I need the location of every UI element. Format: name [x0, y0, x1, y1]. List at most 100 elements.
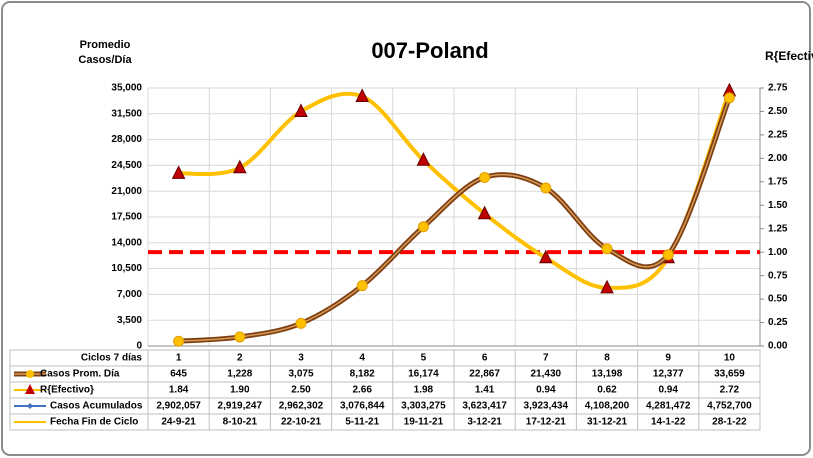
y-tick-label: 28,000 — [111, 134, 142, 145]
x-tick-label: 1 — [176, 353, 182, 364]
y-axis-label: Promedio — [80, 39, 131, 51]
table-value: 3,923,434 — [524, 401, 569, 412]
point — [356, 280, 368, 292]
table-value: 4,281,472 — [646, 401, 691, 412]
chart-title: 007-Poland — [371, 38, 488, 63]
legend-marker — [27, 403, 33, 409]
table-value: 21,430 — [531, 369, 562, 380]
table-value: 3,076,844 — [340, 401, 385, 412]
y-tick-label: 21,000 — [111, 186, 142, 197]
table-value: 2.50 — [291, 385, 311, 396]
y-tick-label: 35,000 — [111, 83, 142, 94]
series-line — [178, 90, 732, 290]
table-value: 4,108,200 — [585, 401, 630, 412]
table-value: 1.98 — [414, 385, 434, 396]
x-tick-label: 3 — [298, 353, 304, 364]
table-value: 24-9-21 — [161, 417, 196, 428]
point — [662, 249, 674, 261]
y-tick-label: 31,500 — [111, 108, 142, 119]
point — [479, 171, 491, 183]
y2-tick-label: 1.75 — [768, 176, 788, 187]
point — [417, 221, 429, 233]
table-value: 2.72 — [720, 385, 740, 396]
x-tick-label: 5 — [421, 353, 427, 364]
point — [171, 165, 186, 179]
table-value: 0.94 — [658, 385, 678, 396]
plot — [171, 82, 737, 347]
table-value: 4,752,700 — [707, 401, 752, 412]
y2-tick-label: 0.50 — [768, 294, 788, 305]
y-tick-label: 3,500 — [117, 315, 142, 326]
table-value: 1.41 — [475, 385, 495, 396]
point — [232, 159, 247, 174]
point — [477, 205, 492, 220]
y-tick-label: 10,500 — [111, 263, 142, 274]
y2-tick-label: 2.50 — [768, 106, 788, 117]
y-tick-label: 7,000 — [117, 289, 142, 300]
point — [540, 182, 552, 194]
table-value: 0.94 — [536, 385, 556, 396]
x-tick-label: 10 — [724, 353, 736, 364]
table-value: 3,075 — [288, 369, 313, 380]
point — [234, 331, 246, 343]
table-value: 3-12-21 — [467, 417, 502, 428]
legend-label: Fecha Fin de Ciclo — [50, 417, 138, 428]
y2-tick-label: 0.25 — [768, 317, 788, 328]
x-tick-label: 8 — [604, 353, 610, 364]
y2-tick-label: 0.00 — [768, 341, 788, 352]
table-value: 33,659 — [714, 369, 745, 380]
y-axis-label: Casos/Día — [78, 54, 132, 66]
point — [294, 103, 308, 117]
point — [601, 243, 613, 255]
y2-tick-label: 1.00 — [768, 247, 788, 258]
table-value: 5-11-21 — [345, 417, 379, 428]
point — [295, 317, 307, 329]
y-tick-label: 14,000 — [111, 237, 142, 248]
y-tick-label: 24,500 — [111, 160, 142, 171]
legend-label: R{Efectivo} — [40, 385, 94, 396]
table-value: 17-12-21 — [526, 417, 566, 428]
y2-tick-label: 2.75 — [768, 83, 788, 94]
point — [173, 335, 185, 347]
table-value: 2,902,057 — [156, 401, 201, 412]
table-value: 1,228 — [227, 369, 252, 380]
table-value: 8-10-21 — [223, 417, 258, 428]
y2-tick-label: 2.25 — [768, 130, 788, 141]
x-tick-label: 6 — [482, 353, 488, 364]
y2-tick-label: 2.00 — [768, 153, 788, 164]
table-value: 12,377 — [653, 369, 684, 380]
x-tick-label: 2 — [237, 353, 243, 364]
x-tick-label: 9 — [665, 353, 671, 364]
x-tick-label: 7 — [543, 353, 549, 364]
legend-label: Casos Acumulados — [50, 401, 143, 412]
legend-label: Casos Prom. Día — [40, 369, 120, 380]
table-value: 2,919,247 — [218, 401, 263, 412]
y2-tick-label: 1.25 — [768, 223, 788, 234]
table-value: 22-10-21 — [281, 417, 321, 428]
point — [600, 279, 614, 294]
legend-marker — [26, 370, 34, 378]
y-tick-label: 0 — [136, 341, 142, 352]
point — [416, 152, 431, 166]
legend-marker — [25, 384, 35, 394]
y2-axis-label: R{Efectivo} — [765, 49, 813, 63]
table-value: 28-1-22 — [712, 417, 747, 428]
table-value: 22,867 — [469, 369, 500, 380]
table-value: 3,303,275 — [401, 401, 446, 412]
table-value: 645 — [170, 369, 187, 380]
table-value: 2,962,302 — [279, 401, 324, 412]
table-value: 16,174 — [408, 369, 439, 380]
table-value: 1.84 — [169, 385, 189, 396]
point — [538, 249, 553, 264]
y-tick-label: 17,500 — [111, 212, 142, 223]
table-value: 14-1-22 — [651, 417, 686, 428]
table-value: 3,623,417 — [462, 401, 507, 412]
y2-tick-label: 1.50 — [768, 200, 788, 211]
y2-tick-label: 0.75 — [768, 270, 788, 281]
point — [723, 92, 735, 104]
table-value: 0.62 — [597, 385, 617, 396]
table-value: 19-11-21 — [404, 417, 444, 428]
table-value: 8,182 — [350, 369, 375, 380]
